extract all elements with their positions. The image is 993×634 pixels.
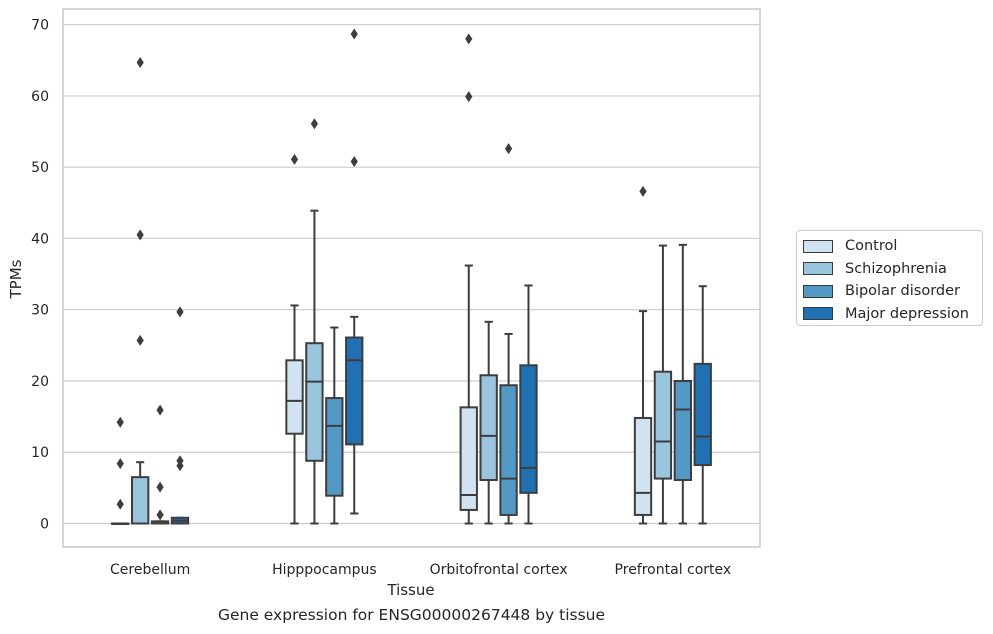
box-schizophrenia (479, 320, 498, 525)
chart-caption: Gene expression for ENSG00000267448 by t… (217, 606, 606, 624)
y-tick-labels: 0 10 20 30 40 50 60 70 (31, 18, 49, 533)
legend-swatch (803, 262, 833, 276)
x-tick-label: Hipppocampus (272, 562, 377, 578)
legend-swatch (803, 239, 833, 253)
box-bipolar-disorder (499, 143, 518, 525)
legend-label: Bipolar disorder (845, 283, 960, 300)
outlier-point (136, 334, 144, 346)
plot-frame (62, 8, 761, 548)
box-bipolar-disorder (325, 326, 344, 525)
box-iqr (499, 384, 518, 516)
outlier-point (156, 481, 164, 493)
y-tick-label: 20 (31, 374, 49, 390)
outlier-point (156, 509, 164, 521)
outlier-point (116, 498, 124, 510)
box-iqr (305, 342, 324, 462)
box-bipolar-disorder (673, 243, 692, 525)
legend-swatch (803, 307, 833, 321)
legend-label: Major depression (845, 305, 969, 322)
box-iqr (633, 417, 653, 516)
legend: Control Schizophrenia Bipolar disorder Majo… (796, 230, 983, 326)
box-iqr (459, 406, 478, 511)
outlier-point (116, 458, 124, 470)
outlier-point (290, 153, 299, 165)
y-tick-label: 0 (40, 516, 49, 532)
outlier-point (116, 416, 124, 428)
box-iqr (479, 374, 498, 482)
legend-item: Schizophrenia (803, 258, 982, 281)
x-tick-label: Prefrontal cortex (615, 562, 732, 578)
x-tick-label: Orbitofrontal cortex (430, 562, 568, 578)
box-iqr (693, 362, 712, 467)
legend-swatch (803, 284, 833, 298)
outlier-point (310, 118, 319, 130)
y-tick-label: 40 (31, 231, 49, 247)
box-iqr (653, 370, 673, 480)
x-tick-label: Cerebellum (110, 562, 190, 578)
box-control (633, 185, 653, 525)
outlier-point (639, 185, 647, 197)
y-tick-label: 70 (31, 18, 49, 34)
outlier-point (136, 229, 144, 241)
box-iqr (285, 359, 304, 435)
box-iqr (519, 364, 538, 494)
legend-item: Control (803, 235, 982, 258)
box-schizophrenia (131, 56, 150, 525)
y-tick-label: 60 (31, 89, 49, 105)
box-major-depression (345, 28, 364, 515)
box-major-depression (693, 285, 712, 525)
y-tick-label: 50 (31, 160, 49, 176)
box-control (459, 33, 478, 525)
outlier-point (176, 455, 184, 467)
box-bipolar-disorder (150, 404, 170, 525)
y-tick-label: 10 (31, 445, 49, 461)
box-iqr (673, 379, 692, 482)
box-control (285, 153, 304, 525)
box-schizophrenia (653, 244, 673, 525)
y-axis-label: TPMs (7, 259, 25, 299)
legend-item: Bipolar disorder (803, 280, 982, 303)
box-iqr (345, 336, 364, 446)
box-schizophrenia (305, 118, 324, 525)
outlier-point (176, 306, 184, 318)
box-iqr (325, 397, 344, 497)
x-tick-labels: Cerebellum Hipppocampus Orbitofrontal cort… (110, 562, 731, 578)
outlier-point (504, 143, 513, 155)
box-control (111, 416, 130, 525)
box-major-depression (170, 306, 190, 525)
outlier-point (350, 155, 358, 167)
box-iqr (131, 476, 150, 525)
legend-item: Major depression (803, 303, 982, 326)
outlier-point (350, 28, 358, 40)
legend-label: Control (845, 238, 898, 255)
box-major-depression (519, 284, 538, 525)
outlier-point (465, 33, 473, 45)
x-axis-label: Tissue (386, 581, 434, 599)
outlier-point (156, 404, 164, 416)
y-tick-label: 30 (31, 303, 49, 319)
outlier-point (465, 91, 473, 103)
legend-label: Schizophrenia (845, 260, 947, 277)
outlier-point (136, 56, 144, 68)
box-groups (111, 28, 712, 525)
